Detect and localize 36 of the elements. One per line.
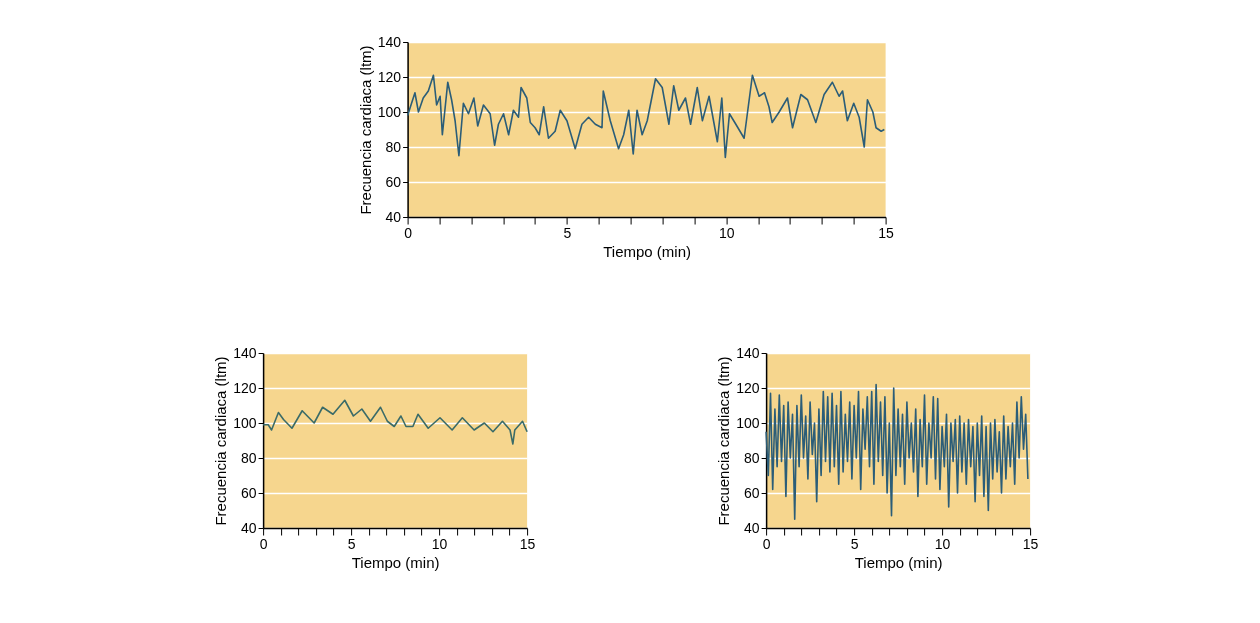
y-tick-label: 80 (385, 138, 402, 155)
x-tick-label: 5 (850, 535, 859, 552)
x-tick-label: 10 (431, 535, 448, 552)
y-tick-label: 120 (233, 379, 257, 396)
y-tick-label: 100 (233, 414, 257, 431)
y-tick-label: 120 (736, 379, 760, 396)
x-tick-label: 5 (347, 535, 356, 552)
x-axis-title: Tiempo (min) (603, 242, 692, 260)
y-tick-label: 80 (744, 449, 760, 466)
y-axis-title: Frecuencia cardiaca (ltm) (715, 356, 733, 526)
y-tick-label: 100 (736, 414, 760, 431)
y-tick-label: 40 (744, 519, 760, 536)
y-tick-label: 140 (233, 344, 257, 361)
x-tick-label: 5 (563, 224, 572, 241)
x-tick-label: 0 (259, 535, 268, 552)
y-axis-title: Frecuencia cardiaca (ltm) (356, 45, 374, 215)
x-axis-title: Tiempo (min) (351, 553, 440, 571)
x-axis-title: Tiempo (min) (854, 553, 943, 571)
x-tick-label: 10 (934, 535, 951, 552)
y-tick-label: 40 (385, 208, 402, 225)
y-tick-label: 80 (241, 449, 257, 466)
y-tick-label: 120 (377, 68, 402, 85)
y-tick-label: 60 (241, 484, 257, 501)
y-axis-title: Frecuencia cardiaca (ltm) (212, 356, 230, 526)
x-tick-label: 15 (519, 535, 536, 552)
y-tick-label: 60 (385, 173, 402, 190)
x-tick-label: 10 (718, 224, 735, 241)
y-tick-label: 40 (241, 519, 257, 536)
y-tick-label: 60 (744, 484, 760, 501)
x-tick-label: 15 (1022, 535, 1039, 552)
x-tick-label: 0 (404, 224, 413, 241)
x-tick-label: 15 (878, 224, 895, 241)
x-tick-label: 0 (762, 535, 771, 552)
y-tick-label: 100 (377, 103, 402, 120)
y-tick-label: 140 (377, 33, 402, 50)
y-tick-label: 140 (736, 344, 760, 361)
